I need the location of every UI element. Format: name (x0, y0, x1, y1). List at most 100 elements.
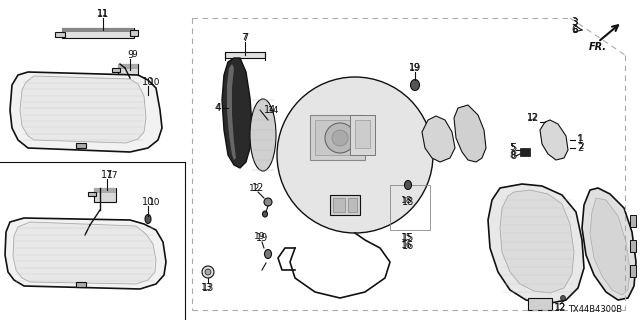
Polygon shape (422, 116, 455, 162)
Text: 15: 15 (402, 233, 414, 243)
Text: 19: 19 (409, 62, 420, 71)
Ellipse shape (202, 266, 214, 278)
Text: 4: 4 (215, 102, 221, 111)
Polygon shape (13, 222, 156, 284)
Text: 12: 12 (527, 113, 539, 123)
Text: 2: 2 (577, 143, 583, 153)
Text: 12: 12 (556, 303, 566, 313)
Ellipse shape (264, 250, 271, 259)
Bar (76, 282, 86, 287)
Text: 8: 8 (510, 151, 516, 161)
Text: 10: 10 (142, 197, 154, 207)
Bar (55, 32, 65, 37)
Circle shape (325, 123, 355, 153)
Text: FR.: FR. (589, 42, 607, 52)
Bar (330, 195, 360, 215)
Ellipse shape (205, 269, 211, 275)
Polygon shape (488, 184, 584, 304)
Bar (333, 198, 345, 212)
FancyBboxPatch shape (315, 120, 360, 155)
Ellipse shape (404, 180, 412, 189)
Text: 17: 17 (108, 171, 119, 180)
FancyBboxPatch shape (94, 188, 116, 202)
Bar (348, 198, 357, 212)
Bar (350, 115, 375, 155)
Bar (390, 185, 430, 230)
Bar (355, 120, 370, 148)
Polygon shape (500, 190, 574, 293)
Bar (630, 215, 636, 227)
Text: 19: 19 (254, 231, 266, 241)
Text: 14: 14 (264, 105, 276, 115)
Text: 3: 3 (571, 17, 577, 27)
Text: 10: 10 (142, 77, 154, 87)
Bar (88, 192, 96, 196)
Bar (225, 52, 265, 58)
Bar (76, 143, 86, 148)
Text: 12: 12 (252, 183, 264, 193)
Text: 2: 2 (578, 141, 584, 150)
Text: 6: 6 (572, 26, 578, 35)
Polygon shape (5, 218, 166, 289)
Text: 17: 17 (101, 170, 113, 180)
Text: 3: 3 (572, 18, 578, 27)
Polygon shape (540, 120, 568, 160)
Text: 8: 8 (509, 150, 515, 159)
FancyBboxPatch shape (310, 115, 365, 160)
Ellipse shape (410, 79, 419, 91)
Bar (630, 240, 636, 252)
Ellipse shape (145, 214, 151, 223)
Circle shape (277, 77, 433, 233)
Text: 12: 12 (527, 113, 539, 122)
FancyBboxPatch shape (528, 298, 552, 310)
Polygon shape (582, 188, 636, 300)
Text: 6: 6 (571, 25, 577, 35)
Bar (94, 188, 116, 193)
Polygon shape (227, 64, 236, 160)
Text: 1: 1 (577, 135, 583, 145)
FancyBboxPatch shape (118, 64, 138, 78)
Bar (118, 64, 138, 69)
Text: 5: 5 (510, 143, 516, 153)
Text: 9: 9 (131, 50, 137, 59)
Text: 4: 4 (215, 103, 221, 113)
Text: 19: 19 (256, 233, 268, 243)
Ellipse shape (561, 295, 566, 300)
Text: 13: 13 (201, 283, 212, 292)
Bar (630, 265, 636, 277)
Bar (130, 30, 138, 36)
Ellipse shape (145, 93, 151, 102)
Text: 9: 9 (127, 50, 133, 60)
Polygon shape (590, 198, 630, 295)
Text: 10: 10 (149, 77, 161, 86)
Text: 12: 12 (250, 183, 260, 193)
Text: 10: 10 (149, 197, 161, 206)
Polygon shape (10, 72, 162, 152)
Text: 15: 15 (401, 233, 413, 242)
Text: 12: 12 (554, 303, 566, 313)
Text: 11: 11 (97, 9, 109, 19)
Ellipse shape (250, 99, 276, 171)
Ellipse shape (264, 198, 272, 206)
Circle shape (332, 130, 348, 146)
Bar (62, 28, 134, 32)
Text: 16: 16 (402, 241, 414, 251)
Text: 5: 5 (509, 142, 515, 151)
Text: 13: 13 (202, 283, 214, 293)
Text: TX44B4300B: TX44B4300B (568, 305, 622, 314)
Bar (520, 148, 530, 156)
Bar (112, 68, 120, 72)
Text: 18: 18 (401, 196, 413, 204)
Text: 7: 7 (241, 33, 247, 42)
Text: 18: 18 (402, 197, 414, 207)
Text: 14: 14 (268, 106, 280, 115)
Text: 11: 11 (97, 9, 109, 18)
Text: 19: 19 (409, 63, 421, 73)
FancyBboxPatch shape (62, 28, 134, 38)
Polygon shape (20, 76, 146, 143)
Text: 1: 1 (578, 133, 584, 142)
Ellipse shape (262, 211, 268, 217)
Text: 16: 16 (401, 241, 413, 250)
Polygon shape (222, 58, 252, 168)
Polygon shape (454, 105, 486, 162)
